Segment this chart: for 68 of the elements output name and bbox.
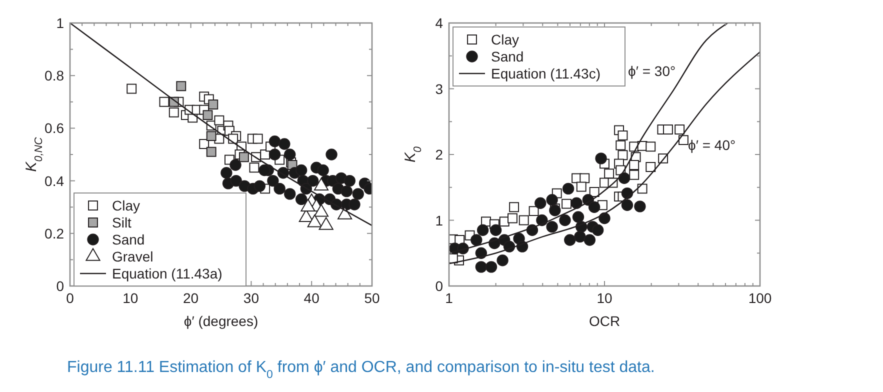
legend-label: Clay	[491, 32, 520, 48]
x-axis-title: ϕ′ (degrees)	[184, 313, 258, 329]
point	[176, 81, 186, 92]
point	[295, 193, 308, 206]
y-tick-label: 0.6	[44, 120, 64, 136]
point	[284, 188, 296, 200]
legend-label: Sand	[112, 232, 145, 248]
annotation: ϕ′ = 30°	[628, 63, 676, 79]
point	[352, 188, 364, 200]
y-tick-label: 1	[435, 212, 444, 228]
point	[340, 185, 352, 198]
point	[168, 107, 179, 118]
point	[348, 198, 360, 210]
point	[278, 138, 290, 150]
point	[258, 164, 270, 176]
point	[249, 162, 260, 173]
caption: Figure 11.11 Estimation of K$_{0}$ from ϕ′ and OCR, and comparison to in-situ test data.	[67, 359, 655, 381]
x-tick-label: 100	[748, 290, 772, 306]
x-tick-label: 1	[445, 290, 454, 306]
x-tick-label: 40	[304, 290, 320, 306]
point	[159, 96, 170, 107]
y-tick-label: 4	[435, 15, 444, 31]
y-tick-label: 3	[435, 80, 444, 97]
x-tick-label: 10	[122, 290, 138, 306]
y-tick-label: 1	[56, 15, 64, 31]
y-tick-label: 0	[56, 278, 64, 294]
legend-label: Sand	[491, 48, 524, 64]
point	[252, 134, 263, 144]
point	[274, 182, 286, 195]
point	[220, 167, 232, 179]
point	[317, 164, 329, 176]
point	[230, 159, 242, 171]
point	[295, 164, 308, 176]
point	[344, 174, 356, 187]
point	[202, 110, 213, 120]
point	[238, 152, 249, 162]
line-series	[70, 23, 372, 226]
point	[214, 115, 224, 126]
y-tick-label: 0.8	[44, 68, 64, 84]
point	[268, 148, 281, 160]
y-tick-label: 0	[435, 278, 444, 294]
point	[284, 148, 296, 160]
point	[268, 136, 281, 148]
legend-label: Equation (11.43c)	[491, 66, 600, 82]
point	[230, 174, 242, 187]
point	[306, 174, 319, 187]
annotation: ϕ′ = 40°	[688, 137, 736, 153]
x-axis-title: OCR	[588, 313, 620, 329]
y-tick-label: 0.2	[44, 225, 64, 242]
legend-label: Equation (11.43a)	[112, 266, 222, 282]
x-tick-label: 20	[183, 290, 199, 306]
point	[326, 148, 338, 160]
x-tick-label: 10	[596, 290, 612, 306]
point	[267, 174, 279, 187]
x-tick-label: 50	[364, 290, 380, 306]
point	[206, 146, 216, 157]
point	[208, 100, 218, 110]
point	[206, 131, 216, 142]
point	[126, 84, 137, 94]
y-tick-label: 2	[435, 146, 444, 162]
point	[199, 139, 210, 149]
legend-label: Gravel	[112, 248, 154, 264]
legend-label: Silt	[112, 214, 132, 230]
x-tick-label: 0	[66, 290, 74, 306]
y-tick-label: 0.4	[44, 172, 64, 189]
x-tick-label: 30	[243, 290, 260, 306]
legend-label: Clay	[112, 198, 140, 214]
point	[254, 180, 266, 192]
